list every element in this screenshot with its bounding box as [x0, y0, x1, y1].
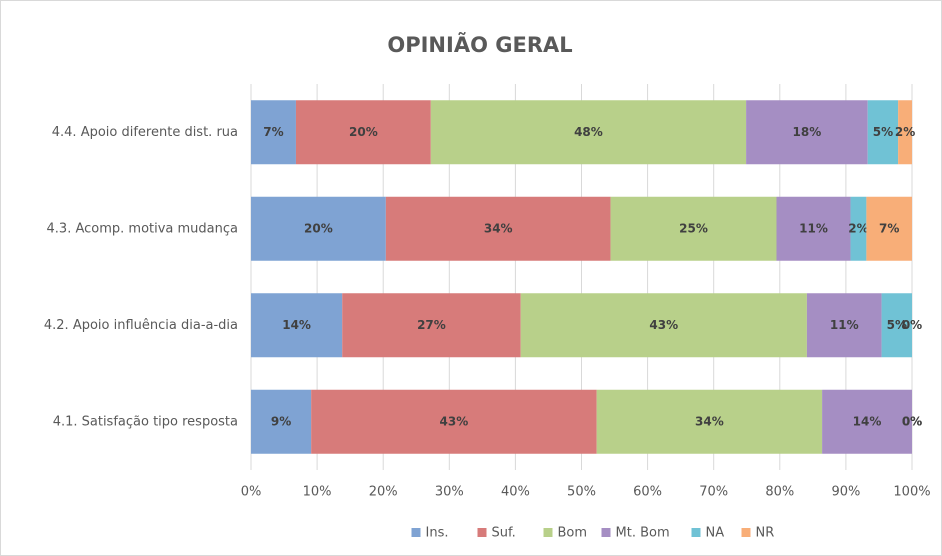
- bar-segment: [520, 293, 807, 358]
- y-tick-label: 4.3. Acomp. motiva mudança: [47, 221, 238, 236]
- data-label: 11%: [799, 221, 828, 235]
- x-tick-label: 80%: [765, 485, 794, 500]
- data-label: 20%: [349, 125, 378, 139]
- data-label: 11%: [830, 318, 859, 332]
- bar-segment: [342, 293, 521, 358]
- legend-label: NR: [756, 526, 775, 541]
- legend-swatch: [543, 528, 553, 537]
- bar-segment: [898, 100, 912, 165]
- data-label: 48%: [574, 125, 603, 139]
- legend-swatch: [477, 528, 487, 537]
- legend-swatch: [691, 528, 701, 537]
- legend-label: NA: [706, 526, 725, 541]
- data-label: 2%: [895, 125, 915, 139]
- bar-segment: [251, 389, 312, 454]
- data-label: 20%: [304, 221, 333, 235]
- x-tick-label: 60%: [633, 485, 662, 500]
- bar-segment: [251, 100, 296, 165]
- bar-segment: [251, 293, 343, 358]
- x-tick-label: 20%: [369, 485, 398, 500]
- bar-segment: [867, 100, 899, 165]
- data-label: 43%: [440, 414, 469, 428]
- x-tick-label: 30%: [435, 485, 464, 500]
- bar-segment: [295, 100, 431, 165]
- x-tick-label: 10%: [303, 485, 332, 500]
- data-label: 0%: [902, 318, 922, 332]
- bar-segment: [596, 389, 823, 454]
- y-tick-label: 4.2. Apoio influência dia-a-dia: [44, 318, 238, 333]
- x-tick-label: 100%: [893, 485, 930, 500]
- chart-title: OPINIÃO GERAL: [387, 32, 572, 57]
- x-tick-label: 50%: [567, 485, 596, 500]
- legend-label: Suf.: [492, 526, 516, 541]
- data-label: 5%: [887, 318, 907, 332]
- data-label: 0%: [902, 414, 922, 428]
- x-tick-label: 90%: [831, 485, 860, 500]
- y-tick-label: 4.4. Apoio diferente dist. rua: [52, 125, 238, 140]
- x-tick-label: 40%: [501, 485, 530, 500]
- legend-label: Ins.: [426, 526, 449, 541]
- data-label: 2%: [848, 221, 868, 235]
- bar-segment: [776, 196, 851, 261]
- data-label: 7%: [263, 125, 283, 139]
- bar-segment: [746, 100, 868, 165]
- bar-segment: [866, 196, 912, 261]
- bar-segment: [806, 293, 882, 358]
- bar-segment: [385, 196, 611, 261]
- bar-segment: [251, 196, 386, 261]
- x-tick-label: 70%: [699, 485, 728, 500]
- data-label: 18%: [793, 125, 822, 139]
- bar-segment: [850, 196, 867, 261]
- bar-segment: [430, 100, 747, 165]
- legend-label: Mt. Bom: [616, 526, 670, 541]
- data-label: 0%: [902, 414, 922, 428]
- legend-label: Bom: [558, 526, 588, 541]
- data-label: 7%: [879, 221, 899, 235]
- bar-segment: [610, 196, 777, 261]
- data-label: 34%: [695, 414, 724, 428]
- bar-segment: [881, 293, 912, 358]
- data-label: 14%: [853, 414, 882, 428]
- data-label: 25%: [679, 221, 708, 235]
- bar-segment: [311, 389, 597, 454]
- data-label: 43%: [649, 318, 678, 332]
- bar-segment: [822, 389, 912, 454]
- y-tick-label: 4.1. Satisfação tipo resposta: [53, 414, 238, 429]
- data-label: 14%: [282, 318, 311, 332]
- x-tick-label: 0%: [241, 485, 262, 500]
- data-label: 5%: [873, 125, 893, 139]
- data-label: 9%: [271, 414, 291, 428]
- legend-swatch: [601, 528, 611, 537]
- legend-swatch: [741, 528, 751, 537]
- data-label: 27%: [417, 318, 446, 332]
- legend-swatch: [411, 528, 421, 537]
- data-label: 34%: [484, 221, 513, 235]
